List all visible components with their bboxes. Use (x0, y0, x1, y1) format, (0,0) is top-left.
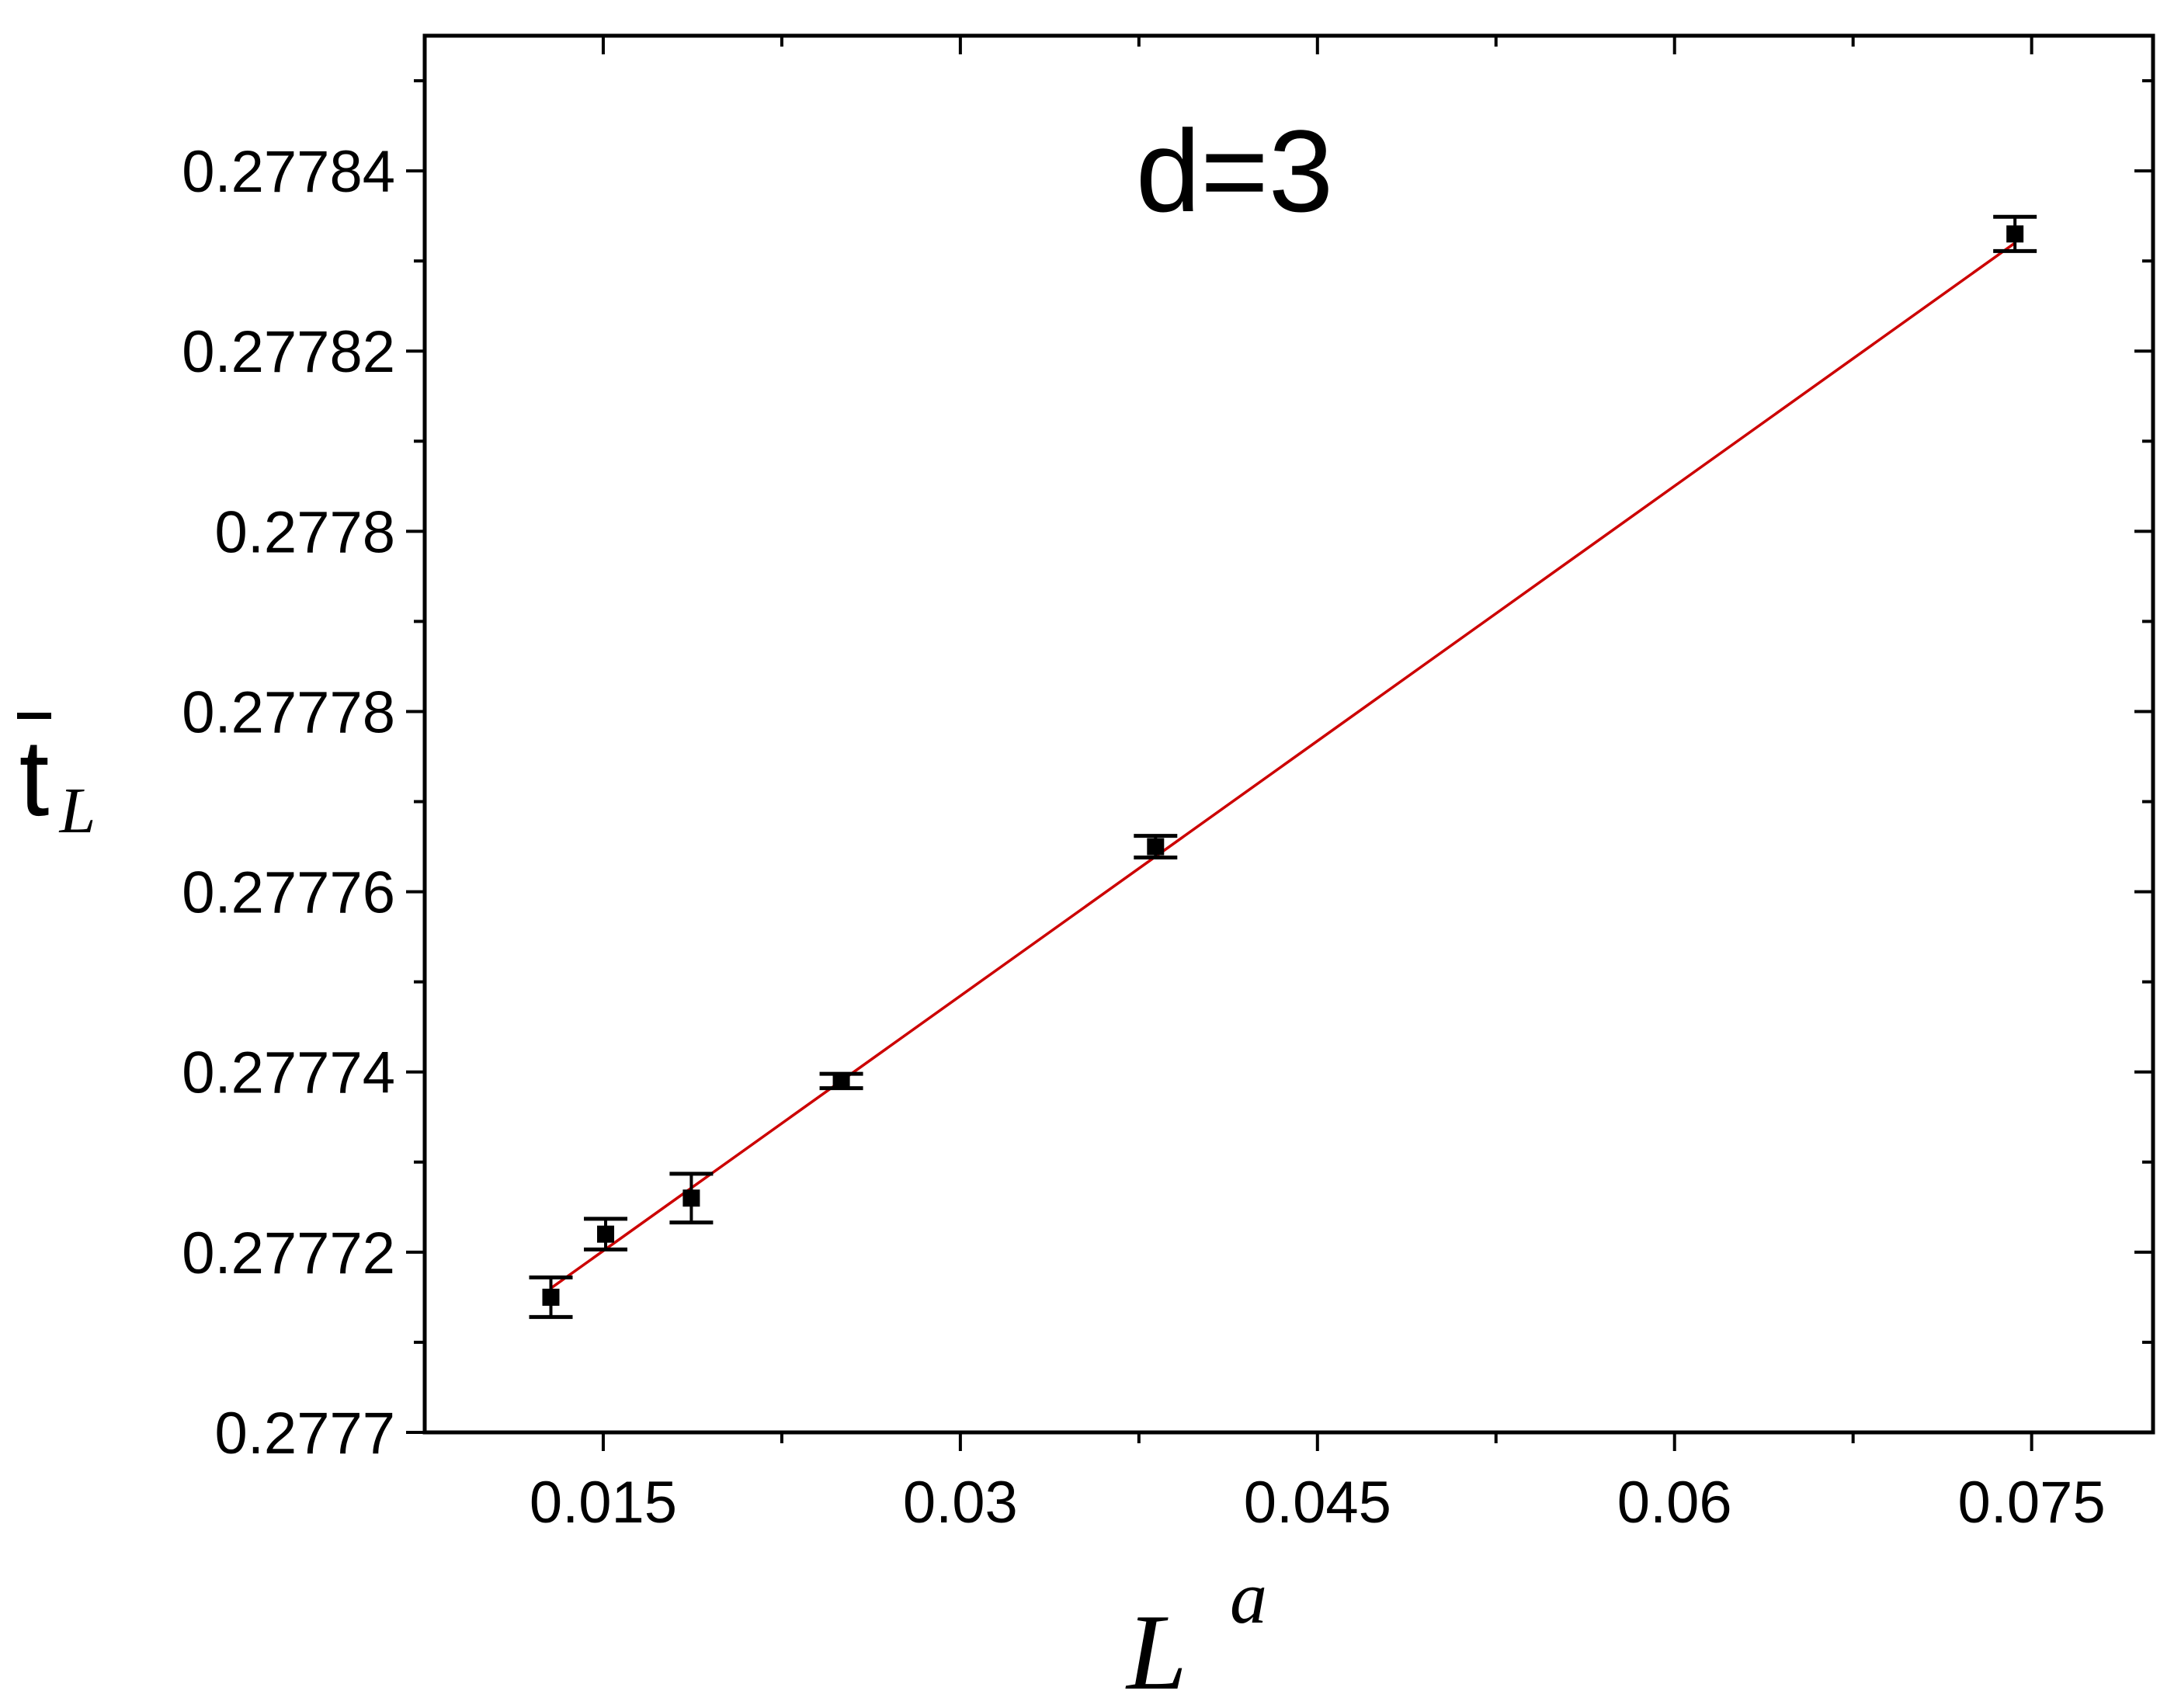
tick-labels: 0.015 0.03 0.045 0.06 0.075 0.2777 0.27772 0.27… (182, 139, 2105, 1536)
y-tick-label: 0.27776 (182, 860, 395, 926)
x-tick-label: 0.015 (530, 1470, 677, 1536)
fit-line (550, 241, 2016, 1290)
data-point (584, 1217, 628, 1251)
data-point (1134, 834, 1178, 860)
y-axis-title: t L (17, 713, 96, 847)
x-axis-title-base: L (1125, 1592, 1187, 1708)
axes-ticks (406, 36, 2153, 1451)
data-marker (682, 1189, 700, 1207)
y-tick-label: 0.27774 (182, 1040, 395, 1106)
y-tick-label: 0.27772 (182, 1220, 395, 1286)
y-tick-label: 0.27778 (182, 679, 395, 745)
data-points-layer (529, 214, 2037, 1319)
plot-frame (422, 33, 2155, 1435)
data-point (819, 1071, 863, 1091)
data-point (1993, 214, 2037, 253)
x-axis-title-sup: a (1230, 1556, 1267, 1639)
chart-annotation: d=3 (1136, 106, 1333, 236)
x-axis-title: L a (1125, 1556, 1267, 1708)
y-axis-title-sub: L (59, 775, 96, 847)
y-axis-title-base: t (19, 717, 50, 838)
data-point (529, 1275, 573, 1319)
x-tick-label: 0.03 (903, 1470, 1018, 1536)
data-marker (542, 1288, 560, 1306)
data-point (669, 1172, 714, 1225)
y-tick-label: 0.2778 (215, 499, 395, 565)
x-tick-label: 0.075 (1958, 1470, 2106, 1536)
fit-line-layer (550, 241, 2016, 1290)
y-tick-label: 0.27784 (182, 139, 395, 205)
data-marker (832, 1072, 850, 1090)
data-marker (597, 1225, 615, 1243)
data-marker (2006, 225, 2024, 243)
y-tick-label: 0.2777 (215, 1401, 395, 1467)
y-tick-label: 0.27782 (182, 319, 395, 385)
x-tick-label: 0.045 (1244, 1470, 1391, 1536)
x-tick-label: 0.06 (1617, 1470, 1732, 1536)
data-marker (1147, 838, 1165, 856)
